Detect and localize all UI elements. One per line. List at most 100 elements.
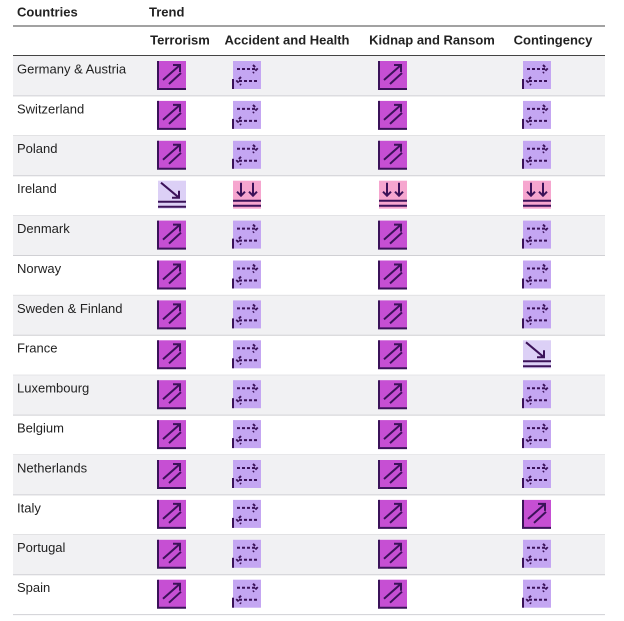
row-band (13, 56, 605, 96)
icon-bg (233, 460, 261, 488)
country-name: Spain (17, 580, 50, 595)
icon-arrow (162, 223, 182, 245)
icon-bg (158, 579, 186, 608)
country-name: Norway (17, 261, 62, 276)
icon-arrow (525, 303, 549, 326)
icon-bg (523, 499, 551, 528)
icon-frame (378, 340, 407, 370)
trend-icon (157, 100, 186, 130)
icon-frame (157, 300, 186, 330)
trend-icon (378, 220, 407, 250)
icon-arrow (383, 423, 403, 444)
icon-bg (523, 300, 551, 329)
icon-bg (379, 340, 407, 369)
trend-icon (379, 180, 407, 209)
trend-icon (522, 579, 551, 608)
icon-frame (378, 140, 407, 170)
row-band (13, 295, 605, 336)
icon-arrow (383, 263, 403, 285)
trend-icon (378, 260, 407, 290)
icon-arrow (162, 143, 182, 165)
icon-bg (233, 579, 261, 608)
column-header: Contingency (514, 32, 593, 47)
icon-arrow (383, 463, 403, 484)
icon-arrow (525, 64, 549, 86)
icon-bg (158, 300, 186, 329)
icon-arrow (383, 143, 403, 165)
trend-icon (157, 140, 186, 170)
trend-icon (232, 61, 261, 89)
trend-icon (523, 180, 551, 209)
icon-bg (158, 340, 186, 369)
icon-arrow (162, 542, 182, 564)
icon-frame (378, 539, 407, 569)
icon-arrow (523, 182, 551, 207)
icon-bg (158, 100, 186, 129)
trend-icon (232, 260, 261, 289)
country-name: Switzerland (17, 101, 84, 116)
icon-frame (157, 61, 186, 90)
icon-arrow (523, 341, 551, 368)
icon-bg (379, 180, 407, 209)
icon-bg (523, 539, 551, 568)
trend-icon (378, 579, 407, 609)
country-name: Germany & Austria (17, 61, 127, 76)
icon-frame (378, 300, 407, 330)
icon-frame (157, 499, 186, 529)
trend-icon (157, 61, 186, 90)
icon-bg (523, 180, 551, 209)
icon-arrow (525, 582, 549, 605)
row-band (13, 135, 605, 176)
trend-icon (157, 539, 186, 569)
icon-arrow (383, 103, 403, 125)
trend-icon (522, 460, 551, 488)
icon-frame (378, 100, 407, 130)
trend-icon (232, 300, 261, 329)
icon-bg (523, 140, 551, 169)
icon-bg (233, 260, 261, 289)
icon-bg (523, 260, 551, 289)
icon-bg (233, 420, 261, 449)
icon-frame (378, 220, 407, 250)
icon-arrow (525, 104, 549, 126)
trend-icon (378, 340, 407, 370)
icon-frame (157, 539, 186, 569)
trend-icon (157, 380, 186, 410)
trend-icon (233, 180, 261, 209)
icon-bg (379, 300, 407, 329)
icon-bg (523, 460, 551, 488)
icon-bg (379, 420, 407, 449)
trend-icon (157, 260, 186, 290)
country-name: Poland (17, 141, 57, 156)
icon-frame (157, 579, 186, 609)
icon-frame (378, 260, 407, 290)
icon-arrow (235, 543, 259, 565)
icon-arrow (235, 582, 259, 605)
icon-arrow (525, 144, 549, 166)
trend-icon (522, 220, 551, 249)
icon-bg (379, 539, 407, 568)
row-band (13, 534, 605, 575)
icon-bg (158, 220, 186, 249)
icon-arrow (525, 383, 549, 405)
icon-bg (233, 61, 261, 89)
icon-arrow (235, 423, 259, 445)
icon-arrow (383, 502, 403, 524)
icon-frame (157, 220, 186, 250)
icon-bg (523, 61, 551, 89)
trend-icon (523, 340, 551, 369)
icon-arrow (525, 463, 549, 485)
icon-bg (158, 420, 186, 449)
trend-icon (232, 539, 261, 568)
icon-bg (158, 460, 186, 488)
country-name: Ireland (17, 181, 57, 196)
trend-icon (157, 579, 186, 609)
trend-icon (157, 499, 186, 529)
icon-bg (379, 499, 407, 528)
icon-arrow (162, 423, 182, 444)
trend-icon (157, 340, 186, 370)
icon-arrow (235, 343, 259, 366)
icon-frame (157, 420, 186, 450)
trend-icon (378, 100, 407, 130)
trend-icon (522, 61, 551, 89)
